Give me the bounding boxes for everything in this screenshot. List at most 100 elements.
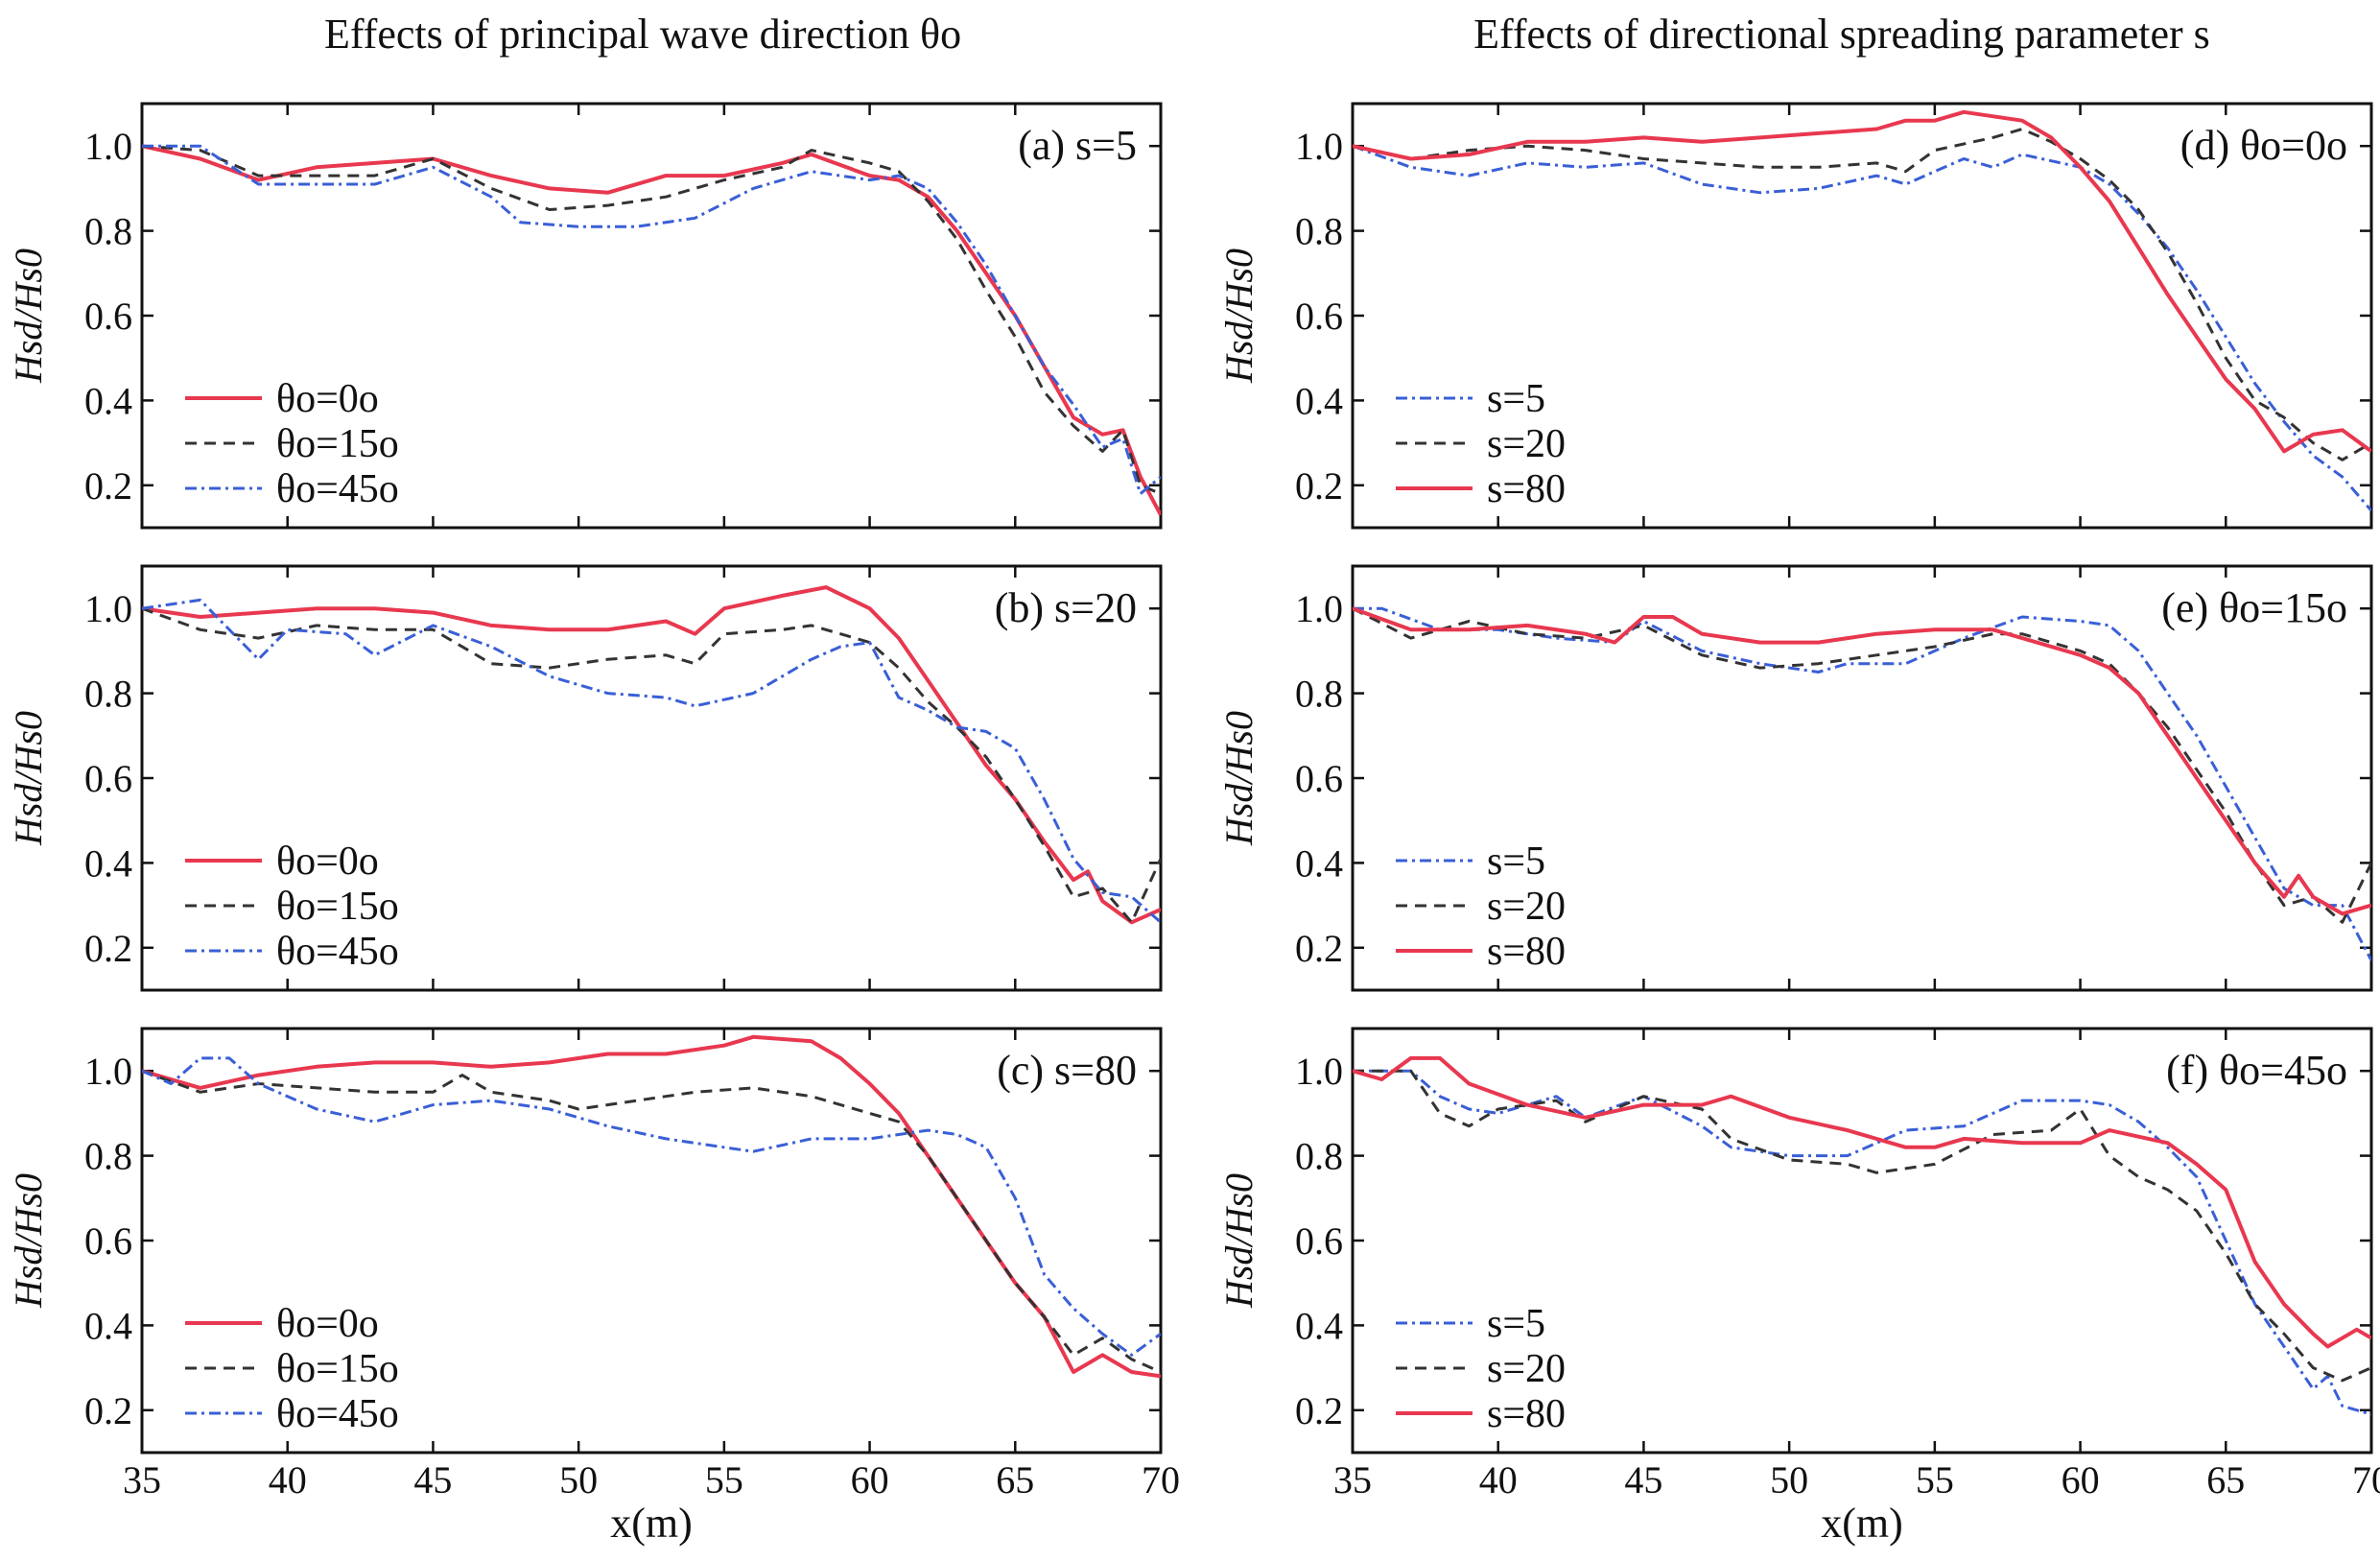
x-tick-label: 70 (2352, 1458, 2380, 1502)
x-tick-label: 35 (1333, 1458, 1372, 1502)
y-tick-label: 1.0 (84, 1050, 132, 1093)
panel-label: (b) s=20 (995, 584, 1137, 631)
y-tick-label: 0.4 (84, 379, 132, 422)
panel-label: (f) θo=45o (2166, 1047, 2347, 1094)
legend-label: s=20 (1487, 885, 1566, 929)
x-tick-label: 45 (413, 1458, 452, 1502)
x-tick-label: 40 (269, 1458, 307, 1502)
y-tick-label: 1.0 (84, 125, 132, 168)
panel-b: 0.2 0.4 0.6 0.8 1.0 Hsd/Hs0 (b) s=20 θo=0oθo=15… (7, 564, 1163, 992)
y-tick-label: 0.2 (1295, 927, 1343, 970)
series-line (1353, 144, 2371, 512)
series-line (142, 144, 1161, 496)
y-tick-label: 0.4 (1295, 379, 1343, 422)
legend-label: θo=45o (276, 1392, 399, 1436)
y-axis-label: Hsd/Hs0 (1217, 248, 1261, 384)
x-tick-label: 60 (2062, 1458, 2100, 1502)
x-tick-label: 60 (851, 1458, 889, 1502)
y-tick-label: 0.6 (84, 757, 132, 800)
y-tick-label: 0.6 (1295, 757, 1343, 800)
panel-label: (e) θo=15o (2161, 584, 2347, 631)
x-axis-label: x(m) (610, 1500, 693, 1547)
series-line (1353, 128, 2371, 461)
panel-c: 0.2 0.4 0.6 0.8 1.0 35 40 45 50 55 60 65 70 x(m) Hsd/H… (7, 1027, 1180, 1547)
y-tick-label: 0.8 (84, 673, 132, 716)
left-column-title: Effects of principal wave direction θo (324, 11, 961, 58)
y-tick-label: 0.2 (84, 464, 132, 508)
y-tick-label: 0.6 (1295, 1219, 1343, 1263)
y-tick-label: 0.4 (1295, 1304, 1343, 1347)
y-tick-label: 0.6 (1295, 295, 1343, 338)
y-tick-label: 0.2 (84, 927, 132, 970)
legend-label: s=80 (1487, 930, 1566, 974)
y-axis-label: Hsd/Hs0 (7, 248, 50, 384)
legend-label: θo=45o (276, 467, 399, 511)
panel-label: (c) s=80 (997, 1047, 1137, 1094)
y-tick-label: 1.0 (1295, 587, 1343, 630)
y-tick-label: 0.2 (1295, 464, 1343, 508)
y-tick-label: 1.0 (1295, 1050, 1343, 1093)
y-tick-label: 0.6 (84, 295, 132, 338)
legend-label: θo=0o (276, 377, 379, 421)
y-tick-label: 0.4 (1295, 841, 1343, 885)
y-axis-label: Hsd/Hs0 (7, 1173, 50, 1309)
x-tick-label: 70 (1142, 1458, 1180, 1502)
y-tick-label: 0.8 (84, 1135, 132, 1178)
y-tick-label: 0.8 (84, 210, 132, 253)
x-tick-label: 40 (1479, 1458, 1518, 1502)
y-tick-label: 0.8 (1295, 1135, 1343, 1178)
series-line (1353, 109, 2371, 454)
y-tick-label: 1.0 (1295, 125, 1343, 168)
y-tick-label: 1.0 (84, 587, 132, 630)
x-tick-label: 50 (1770, 1458, 1808, 1502)
x-tick-label: 55 (1916, 1458, 1954, 1502)
y-tick-label: 0.8 (1295, 210, 1343, 253)
legend-label: s=5 (1487, 840, 1545, 884)
y-axis-label: Hsd/Hs0 (7, 711, 50, 846)
x-tick-label: 45 (1624, 1458, 1662, 1502)
x-tick-label: 65 (996, 1458, 1034, 1502)
series-line (142, 1069, 1161, 1374)
series-line (1353, 606, 2371, 916)
series-line (142, 585, 1161, 925)
series-line (142, 606, 1161, 924)
x-tick-label: 65 (2206, 1458, 2245, 1502)
legend-label: θo=0o (276, 840, 379, 884)
legend-label: θo=15o (276, 1347, 399, 1391)
legend-label: θo=15o (276, 885, 399, 929)
legend-label: θo=45o (276, 930, 399, 974)
series-line (142, 144, 1161, 516)
panel-e: 0.2 0.4 0.6 0.8 1.0 Hsd/Hs0 (e) θo=15o s=5s=20s… (1217, 564, 2373, 992)
y-tick-label: 0.2 (84, 1389, 132, 1432)
x-tick-label: 35 (123, 1458, 161, 1502)
legend-label: s=80 (1487, 467, 1566, 511)
x-tick-label: 50 (559, 1458, 598, 1502)
series-line (142, 144, 1161, 495)
y-axis-label: Hsd/Hs0 (1217, 1173, 1261, 1309)
panel-f: 0.2 0.4 0.6 0.8 1.0 35 40 45 50 55 60 65 70 x(m) Hsd/H… (1217, 1027, 2380, 1547)
y-axis-label: Hsd/Hs0 (1217, 711, 1261, 846)
series-line (142, 1056, 1161, 1357)
panel-d: 0.2 0.4 0.6 0.8 1.0 Hsd/Hs0 (d) θo=0o s=5s=20s=… (1217, 102, 2373, 530)
x-tick-label: 55 (705, 1458, 743, 1502)
panel-label: (d) θo=0o (2180, 122, 2347, 169)
legend-label: s=5 (1487, 1302, 1545, 1346)
legend-label: s=20 (1487, 422, 1566, 466)
y-tick-label: 0.4 (84, 841, 132, 885)
y-tick-label: 0.8 (1295, 673, 1343, 716)
y-tick-label: 0.4 (84, 1304, 132, 1347)
panel-label: (a) s=5 (1018, 122, 1137, 169)
legend-label: s=20 (1487, 1347, 1566, 1391)
right-column-title: Effects of directional spreading paramet… (1473, 11, 2210, 58)
series-line (1353, 1069, 2371, 1383)
panel-a: 0.2 0.4 0.6 0.8 1.0 Hsd/Hs0 (a) s=5 θo=0oθo=15o… (7, 102, 1163, 530)
legend-label: s=5 (1487, 377, 1545, 421)
y-tick-label: 0.6 (84, 1219, 132, 1263)
legend-label: s=80 (1487, 1392, 1566, 1436)
series-line (142, 598, 1161, 924)
x-axis-label: x(m) (1821, 1500, 1903, 1547)
legend-label: θo=0o (276, 1302, 379, 1346)
y-tick-label: 0.2 (1295, 1389, 1343, 1432)
